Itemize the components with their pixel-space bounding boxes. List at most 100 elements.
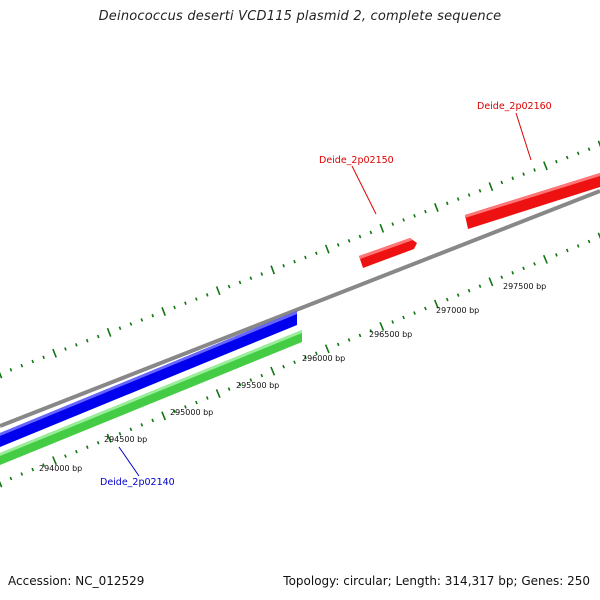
- outer-ring-tick: [445, 201, 449, 206]
- outer-ring-tick: [456, 197, 460, 201]
- scale-label-295500: 295500 bp: [236, 381, 279, 390]
- inner-ring-tick: [478, 284, 482, 288]
- inner-ring-tick: [238, 382, 242, 387]
- outer-ring-tick: [587, 147, 591, 151]
- outer-ring-tick: [195, 297, 198, 301]
- inner-ring-tick: [184, 405, 187, 409]
- inner-ring-tick: [379, 321, 385, 331]
- inner-ring-tick: [9, 476, 13, 481]
- gene-label-2p02160[interactable]: Deide_2p02160: [477, 101, 552, 112]
- scale-label-294000: 294000 bp: [39, 464, 82, 473]
- outer-ring-tick: [31, 359, 35, 364]
- inner-ring-tick: [195, 400, 198, 405]
- outer-ring-tick: [324, 244, 330, 254]
- outer-ring-tick: [565, 155, 569, 160]
- outer-ring-tick: [20, 363, 24, 368]
- gene-arrow-2p02140[interactable]: [0, 311, 297, 447]
- outer-ring-tick: [205, 293, 209, 297]
- inner-ring-tick: [260, 373, 264, 378]
- inner-ring-tick: [75, 449, 78, 454]
- gene-label-connector-2p02160: [515, 112, 532, 161]
- outer-ring-tick: [270, 265, 276, 275]
- inner-ring-tick: [587, 239, 591, 244]
- gene-label-2p02140[interactable]: Deide_2p02140: [100, 477, 175, 488]
- inner-ring-tick: [402, 315, 405, 320]
- gene-label-connector-2p02150: [351, 165, 377, 215]
- outer-ring-tick: [151, 313, 155, 318]
- inner-ring-tick: [129, 427, 133, 432]
- inner-ring-tick: [293, 360, 296, 365]
- outer-ring-tick: [402, 218, 405, 222]
- outer-ring-tick: [42, 355, 45, 360]
- inner-ring-tick: [215, 389, 221, 399]
- outer-ring-tick: [238, 280, 242, 285]
- outer-ring-tick: [555, 159, 558, 164]
- gene-label-2p02150[interactable]: Deide_2p02150: [319, 155, 394, 166]
- inner-ring-tick: [85, 445, 89, 449]
- gene-arrow-2p02160-highlight: [465, 173, 600, 218]
- outer-ring-tick: [413, 214, 416, 218]
- outer-ring-tick: [215, 286, 221, 296]
- inner-ring-tick: [315, 351, 318, 356]
- outer-ring-tick: [379, 223, 385, 233]
- sequence-backbone: [0, 189, 600, 428]
- outer-ring-tick: [227, 284, 231, 289]
- outer-ring-tick: [75, 343, 78, 347]
- inner-ring-tick: [31, 467, 35, 472]
- inner-ring-tick: [358, 333, 362, 338]
- outer-ring-tick: [576, 151, 580, 156]
- scale-label-294500: 294500 bp: [104, 435, 147, 444]
- outer-ring-tick: [500, 180, 504, 185]
- inner-ring-tick: [140, 423, 144, 427]
- topology-text: Topology: circular; Length: 314,317 bp; …: [283, 574, 590, 588]
- outer-ring-tick: [249, 276, 253, 280]
- inner-ring-tick: [467, 288, 471, 293]
- outer-ring-tick: [304, 255, 307, 260]
- outer-ring-tick: [467, 193, 471, 197]
- outer-ring-tick: [347, 239, 351, 243]
- outer-ring-tick: [260, 272, 264, 276]
- inner-ring-tick: [324, 344, 330, 354]
- outer-ring-tick: [522, 172, 525, 176]
- outer-ring-tick: [184, 301, 187, 305]
- outer-ring-tick: [140, 318, 144, 322]
- scale-label-296000: 296000 bp: [302, 354, 345, 363]
- outer-ring-tick: [511, 176, 515, 181]
- inner-ring-tick: [151, 418, 155, 423]
- map-title: Deinococcus deserti VCD115 plasmid 2, co…: [98, 9, 502, 24]
- outer-ring-tick: [391, 222, 395, 226]
- gene-arrow-2p02150-highlight: [359, 238, 413, 259]
- outer-ring-tick: [543, 161, 548, 171]
- scale-label-295000: 295000 bp: [170, 408, 213, 417]
- gene-arrow-2p02150[interactable]: [359, 238, 417, 268]
- outer-ring-tick: [369, 230, 373, 235]
- outer-ring-tick: [118, 326, 122, 330]
- inner-ring-tick: [118, 432, 122, 436]
- inner-ring-tick: [445, 297, 449, 302]
- reverse-feature-highlight: [0, 330, 302, 456]
- inner-ring-tick: [173, 409, 176, 414]
- outer-ring-tick: [358, 234, 362, 239]
- inner-ring-tick: [511, 271, 515, 275]
- outer-ring-tick: [424, 209, 427, 214]
- outer-ring-tick: [129, 322, 133, 326]
- inner-ring-tick: [282, 364, 285, 369]
- inner-ring-tick: [336, 342, 340, 347]
- inner-ring-tick: [270, 366, 276, 376]
- inner-ring-tick: [205, 396, 209, 400]
- inner-ring-tick: [576, 244, 580, 248]
- outer-ring-tick: [282, 264, 285, 268]
- outer-tick-ring: [0, 140, 600, 379]
- inner-ring-tick: [533, 262, 536, 266]
- inner-ring-tick: [488, 277, 494, 287]
- outer-ring-tick: [85, 338, 89, 343]
- gene-label-connector-2p02140: [118, 446, 140, 477]
- outer-ring-tick: [434, 203, 439, 212]
- inner-ring-tick: [304, 355, 307, 360]
- gene-arrow-2p02160[interactable]: [465, 173, 600, 229]
- inner-ring-tick: [456, 293, 460, 297]
- outer-ring-tick: [96, 334, 100, 339]
- inner-ring-tick: [555, 253, 558, 257]
- outer-ring-tick: [533, 168, 536, 172]
- inner-ring-tick: [0, 480, 3, 488]
